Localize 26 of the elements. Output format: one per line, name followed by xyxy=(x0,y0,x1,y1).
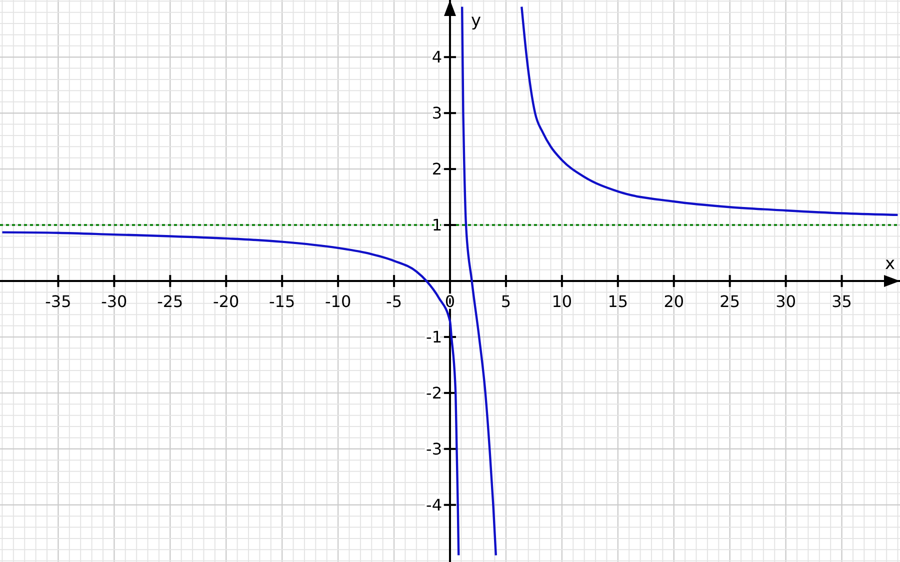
line-series xyxy=(520,6,899,216)
x-tick-label: -5 xyxy=(386,292,402,311)
x-tick-label: 5 xyxy=(500,292,512,311)
x-tick-label: 15 xyxy=(608,292,628,311)
x-tick-label: 30 xyxy=(776,292,796,311)
x-tick-label: -30 xyxy=(101,292,128,311)
y-tick-label: -3 xyxy=(426,440,442,459)
y-axis-title: y xyxy=(470,11,482,31)
y-tick-label: 4 xyxy=(432,48,442,67)
x-tick-label: -35 xyxy=(45,292,72,311)
line-series xyxy=(460,6,497,556)
y-tick-label: 3 xyxy=(432,104,442,123)
x-axis-title: x xyxy=(884,254,896,274)
y-tick-label: -1 xyxy=(426,328,442,347)
x-tick-label: -25 xyxy=(157,292,184,311)
x-tick-label: 10 xyxy=(552,292,572,311)
x-tick-label: -20 xyxy=(213,292,240,311)
x-tick-label: 35 xyxy=(832,292,852,311)
y-tick-label: -2 xyxy=(426,384,442,403)
x-tick-label: -15 xyxy=(269,292,296,311)
x-tick-label: -10 xyxy=(324,292,352,311)
y-tick-label: 2 xyxy=(432,160,442,179)
x-tick-label: 20 xyxy=(664,292,684,311)
x-tick-label: 25 xyxy=(720,292,740,311)
y-tick-label: -4 xyxy=(426,496,442,515)
line-series xyxy=(1,231,460,556)
